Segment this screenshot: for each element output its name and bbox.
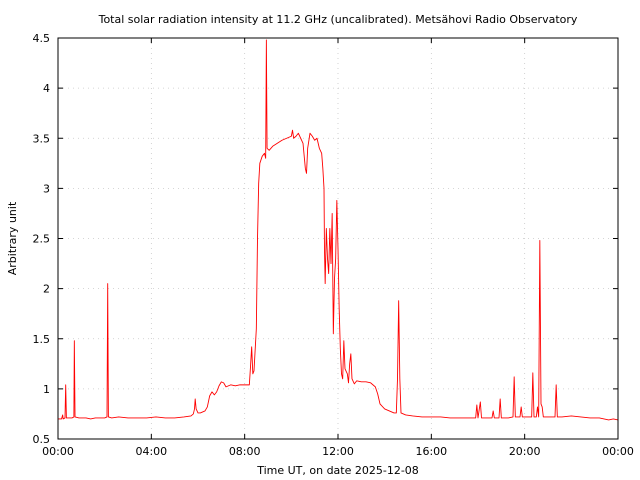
y-tick-label: 1.5 [33, 333, 51, 346]
y-tick-label: 2 [43, 283, 50, 296]
y-axis-label: Arbitrary unit [6, 201, 19, 275]
x-axis-tick-labels: 00:00 04:00 08:00 12:00 16:00 20:00 00:00 [42, 445, 634, 458]
chart-title: Total solar radiation intensity at 11.2 … [98, 13, 578, 26]
axis-ticks [57, 37, 619, 440]
y-tick-label: 4 [43, 82, 50, 95]
y-tick-label: 0.5 [33, 433, 51, 446]
x-tick-label: 12:00 [322, 445, 354, 458]
x-tick-label: 00:00 [42, 445, 74, 458]
y-tick-label: 3 [43, 182, 50, 195]
x-tick-label: 08:00 [229, 445, 261, 458]
y-tick-label: 1 [43, 383, 50, 396]
x-tick-label: 20:00 [509, 445, 541, 458]
x-tick-label: 16:00 [415, 445, 447, 458]
y-tick-label: 2.5 [33, 233, 51, 246]
y-tick-label: 4.5 [33, 32, 51, 45]
x-axis-label: Time UT, on date 2025-12-08 [256, 464, 419, 477]
x-tick-label: 04:00 [135, 445, 167, 458]
series-line [58, 39, 619, 421]
y-axis-tick-labels: 0.5 1 1.5 2 2.5 3 3.5 4 4.5 [33, 32, 51, 446]
y-tick-label: 3.5 [33, 132, 51, 145]
x-tick-label: 00:00 [602, 445, 634, 458]
